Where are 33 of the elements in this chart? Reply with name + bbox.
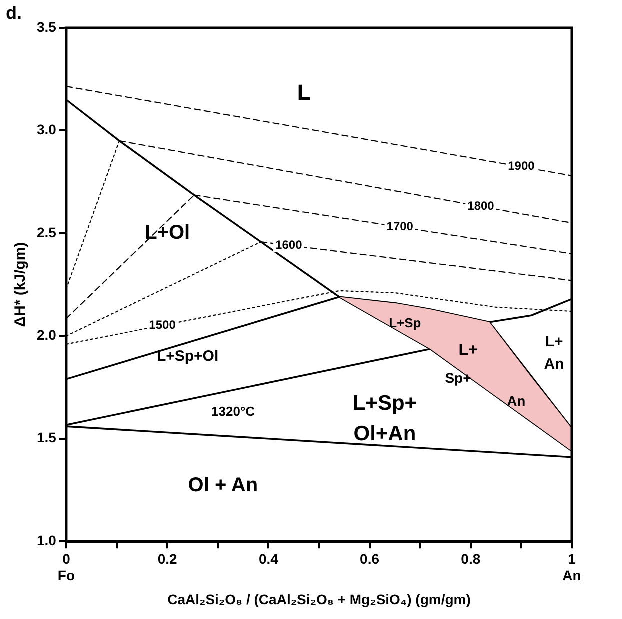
- x-axis-title: CaAl₂Si₂O₈ / (CaAl₂Si₂O₈ + Mg₂SiO₄) (gm/gm): [168, 591, 471, 608]
- annotation: An: [507, 392, 526, 409]
- annotation: 1700: [386, 220, 414, 234]
- x-tick-label: 1 An: [562, 550, 582, 584]
- x-tick-label: 0.4: [258, 550, 279, 567]
- x-tick-label: 0.6: [360, 550, 380, 567]
- annotation: An: [544, 356, 564, 374]
- x-tick-label: 0.8: [461, 550, 481, 567]
- annotation: L: [297, 80, 311, 105]
- annotation: L+Sp+: [352, 392, 418, 415]
- annotation: 1900: [508, 159, 536, 174]
- y-tick-label: 1.0: [36, 532, 57, 548]
- y-tick-label: 3.5: [36, 18, 57, 35]
- x-tick-label: 0 Fo: [58, 550, 76, 584]
- y-axis-title: ΔH* (kJ/gm): [12, 242, 30, 328]
- y-tick-label: 1.5: [36, 430, 57, 446]
- x-tick-label: 0.2: [158, 550, 178, 567]
- y-tick-label: 2.0: [36, 327, 57, 344]
- annotation: L+: [545, 333, 564, 350]
- annotation: L+: [458, 342, 478, 359]
- annotation: L+Sp: [389, 315, 422, 330]
- annotation: Ol + An: [188, 474, 258, 497]
- y-tick-label: 2.5: [36, 224, 57, 240]
- annotation: 1600: [276, 238, 303, 252]
- annotation: L+Ol: [145, 222, 190, 244]
- annotation: Sp+: [445, 370, 472, 386]
- annotation: 1800: [468, 199, 495, 214]
- annotation: 1320°C: [212, 404, 256, 419]
- annotation: 1500: [149, 318, 176, 332]
- y-tick-label: 3.0: [36, 122, 57, 138]
- annotation: L+Sp+Ol: [156, 348, 219, 365]
- text: d.: [6, 2, 22, 23]
- annotation: Ol+An: [354, 422, 416, 446]
